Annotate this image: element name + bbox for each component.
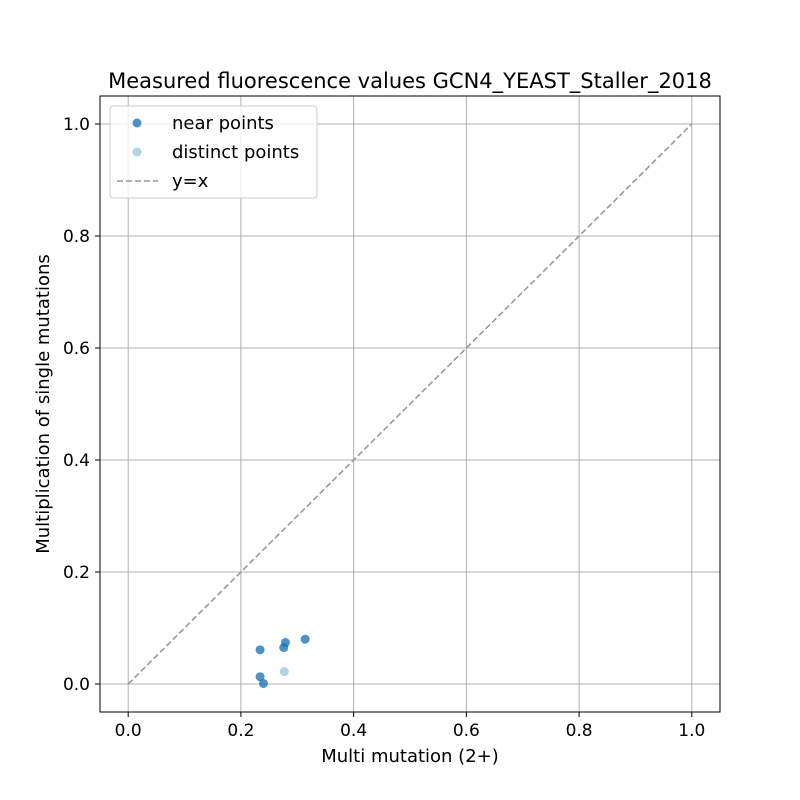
axis-ticks: 0.0 0.2 0.4 0.6 0.8 1.0 0.0 0.2 0.4 0.6 0.8 1.0: [63, 115, 705, 741]
legend-marker-distinct-points: [132, 147, 142, 157]
legend-box: [109, 105, 318, 199]
near-point: [280, 638, 290, 648]
x-axis-title: Multi mutation (2+): [321, 746, 499, 767]
legend-label-reference-line: y=x: [172, 171, 209, 192]
chart-title: Measured fluorescence values GCN4_YEAST_…: [108, 69, 712, 94]
near-point: [300, 634, 310, 644]
reference-line-y-equals-x: [127, 123, 693, 685]
near-point: [255, 672, 265, 682]
y-tick-label: 0.8: [63, 227, 90, 247]
x-tick-label: 0.4: [340, 721, 367, 741]
x-tick-label: 1.0: [678, 721, 705, 741]
reference-line-layer: [127, 123, 693, 685]
y-tick-label: 0.4: [63, 451, 90, 471]
y-tick-label: 0.6: [63, 339, 90, 359]
y-axis-title: Multiplication of single mutations: [33, 254, 54, 554]
legend-label-near-points: near points: [172, 113, 274, 134]
near-point: [255, 645, 265, 655]
x-tick-label: 0.2: [227, 721, 254, 741]
legend: near points distinct points y=x: [109, 105, 318, 199]
x-tick-label: 0.6: [453, 721, 480, 741]
x-tick-label: 0.8: [566, 721, 593, 741]
y-tick-label: 0.2: [63, 563, 90, 583]
y-tick-label: 0.0: [63, 675, 90, 695]
x-tick-label: 0.0: [115, 721, 142, 741]
data-points: [255, 634, 310, 688]
near-point: [258, 678, 268, 688]
y-tick-label: 1.0: [63, 115, 90, 135]
legend-label-distinct-points: distinct points: [172, 142, 299, 163]
distinct-point: [279, 667, 289, 677]
legend-marker-near-points: [132, 118, 142, 128]
plot-frame: [99, 95, 721, 713]
